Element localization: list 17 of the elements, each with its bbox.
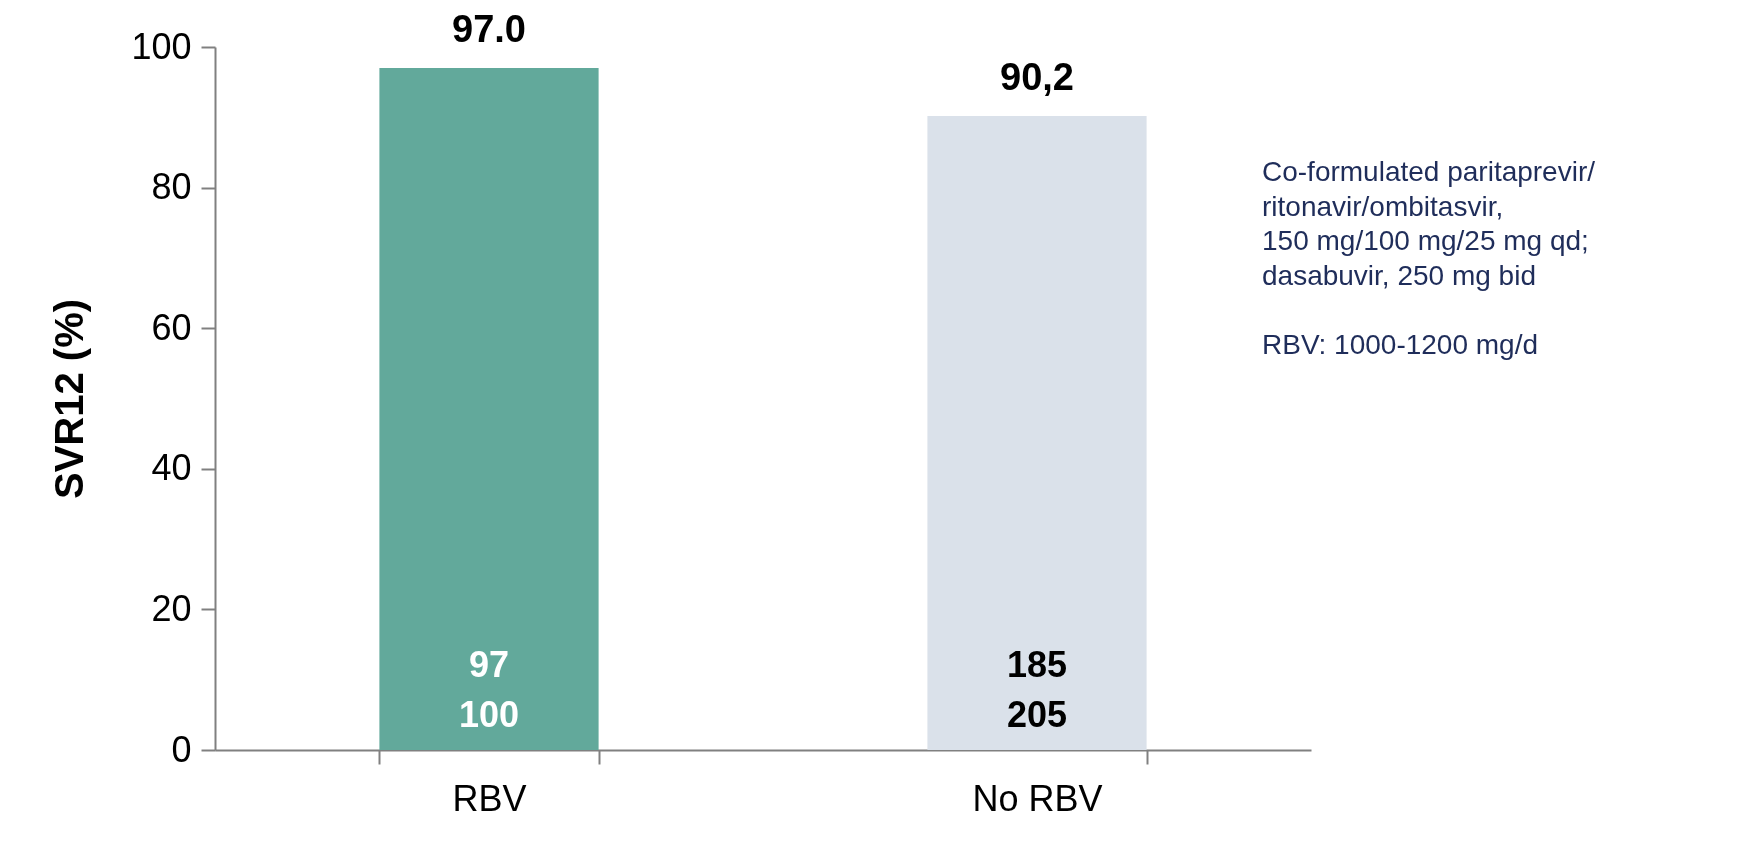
- x-tick-label: No RBV: [972, 777, 1103, 819]
- annotation: Co-formulated paritaprevir/ ritonavir/ombitasvir, 150 mg/100 mg/25 mg qd; dasabuvir, 250 mg bid: [1262, 155, 1596, 294]
- annotation: 97: [468, 644, 510, 685]
- y-tick-label: 80: [151, 166, 192, 208]
- y-axis-title: SVR12 (%): [47, 298, 92, 500]
- y-tick-label: 100: [131, 25, 192, 67]
- annotation: 100: [458, 694, 520, 735]
- y-tick-label: 20: [151, 587, 192, 629]
- annotation: RBV: 1000-1200 mg/d: [1262, 327, 1540, 362]
- data-label: 90,2: [1000, 55, 1074, 98]
- data-label: 97.0: [452, 8, 526, 51]
- annotation: 205: [1006, 694, 1068, 735]
- x-tick-label: RBV: [452, 777, 527, 819]
- y-tick-label: 0: [171, 728, 192, 770]
- annotation: 185: [1006, 644, 1068, 685]
- y-tick-label: 60: [151, 306, 192, 348]
- y-tick-label: 40: [151, 447, 192, 489]
